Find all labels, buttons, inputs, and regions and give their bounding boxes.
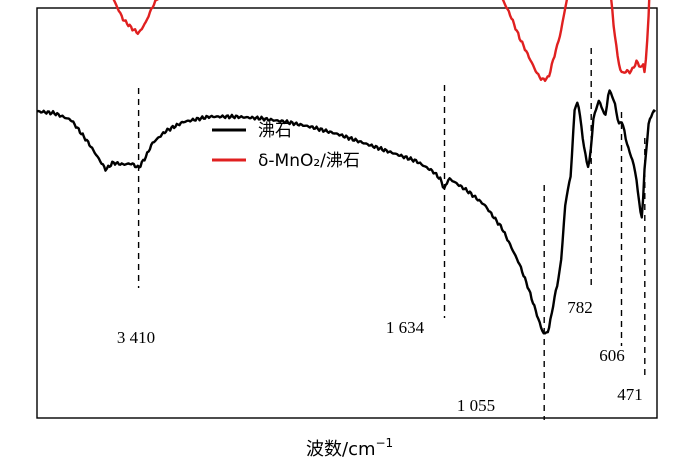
peak-label-1634: 1 634 <box>386 318 425 337</box>
legend: 沸石 δ-MnO₂/沸石 <box>212 121 360 171</box>
plot-frame <box>36 7 658 419</box>
peak-label-782: 782 <box>567 298 593 317</box>
peak-labels: 3 410 1 634 1 055 782 606 471 <box>117 298 643 415</box>
reference-lines <box>137 48 646 420</box>
x-axis-label-main: 波数/cm <box>306 439 376 460</box>
peak-label-3410: 3 410 <box>117 328 155 347</box>
series-line-mno2-zeolite <box>112 0 651 83</box>
x-axis-label: 波数/cm−1 <box>306 436 393 460</box>
series-lines <box>36 0 657 335</box>
legend-label-mno2-zeolite: δ-MnO₂/沸石 <box>258 151 360 171</box>
series-line-zeolite <box>36 89 657 335</box>
peak-label-1055: 1 055 <box>457 396 495 415</box>
peak-label-606: 606 <box>599 346 625 365</box>
peak-label-471: 471 <box>617 385 643 404</box>
legend-label-zeolite: 沸石 <box>258 121 292 141</box>
x-axis-label-superscript: −1 <box>376 436 394 450</box>
